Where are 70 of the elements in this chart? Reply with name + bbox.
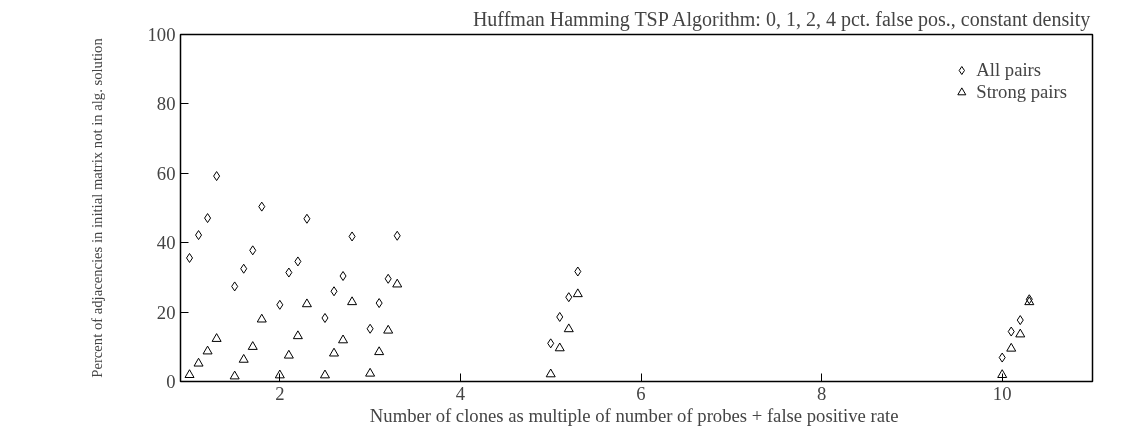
point [292, 330, 303, 340]
point [572, 288, 583, 298]
point [1006, 342, 1017, 352]
y-tick-label: 80 [156, 93, 176, 115]
x-tick-label: 10 [992, 382, 1012, 404]
point [186, 252, 194, 263]
point [374, 346, 385, 356]
point [392, 278, 403, 288]
y-tick-label: 20 [156, 301, 176, 323]
point [301, 298, 312, 308]
point [321, 313, 329, 323]
point [202, 345, 213, 355]
point [249, 245, 257, 256]
legend-label: Strong pairs [976, 81, 1067, 103]
point [213, 171, 221, 182]
point [393, 230, 401, 241]
point [184, 369, 195, 379]
point [339, 271, 347, 282]
y-tick-label: 60 [156, 162, 176, 184]
point [554, 342, 565, 352]
point [565, 292, 573, 303]
point [384, 273, 392, 284]
point [204, 213, 212, 224]
point [330, 286, 338, 297]
point [276, 299, 284, 310]
point [338, 334, 349, 344]
y-axis-title: Percent of adjacencies in initial matrix not in alg. solution [88, 37, 105, 378]
point [998, 352, 1006, 363]
point [383, 324, 394, 334]
point [574, 266, 582, 277]
x-tick-label: 6 [636, 382, 646, 404]
point [211, 333, 222, 342]
chart-title: Huffman Hamming TSP Algorithm: 0, 1, 2, 4 pct. false pos., constant density [472, 7, 1091, 31]
point [303, 213, 311, 224]
y-tick-label: 100 [147, 24, 176, 45]
point [997, 369, 1008, 379]
x-tick-label: 8 [816, 382, 827, 404]
x-tick-label: 2 [275, 382, 285, 404]
point [238, 353, 249, 363]
point [329, 347, 339, 357]
point [285, 267, 293, 278]
point [247, 341, 258, 350]
point [347, 296, 358, 306]
point [229, 370, 240, 380]
point [547, 338, 555, 349]
point [319, 369, 330, 379]
point [294, 256, 302, 267]
point [231, 281, 239, 292]
point [563, 323, 574, 333]
point [195, 230, 203, 241]
point [274, 369, 285, 379]
point [1016, 315, 1024, 326]
point [545, 368, 556, 378]
point [240, 263, 248, 274]
x-tick-label: 4 [455, 382, 466, 404]
x-axis-title: Number of clones as multiple of number of probes + false positive rate [369, 404, 899, 426]
point [366, 323, 374, 334]
y-tick-label: 0 [166, 371, 176, 392]
y-tick-label: 40 [156, 232, 176, 254]
point [193, 357, 204, 367]
point [375, 298, 383, 309]
point [256, 313, 267, 323]
point [348, 231, 356, 242]
point [556, 311, 564, 322]
point [283, 349, 294, 359]
point [1015, 328, 1026, 338]
legend-label: All pairs [976, 59, 1042, 81]
point [1007, 326, 1015, 337]
point [365, 367, 376, 377]
point [258, 201, 266, 212]
